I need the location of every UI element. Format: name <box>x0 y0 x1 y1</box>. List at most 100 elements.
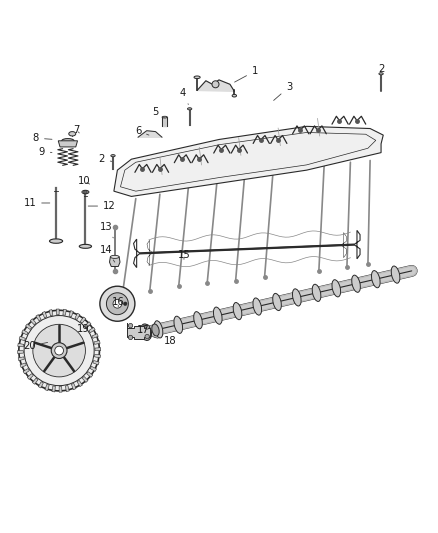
Polygon shape <box>52 386 55 392</box>
Ellipse shape <box>194 76 200 78</box>
Ellipse shape <box>49 239 63 243</box>
Ellipse shape <box>62 139 74 143</box>
Circle shape <box>55 346 64 355</box>
Ellipse shape <box>391 266 400 283</box>
Text: 3: 3 <box>274 82 292 100</box>
Circle shape <box>33 324 85 377</box>
Ellipse shape <box>233 303 242 320</box>
Polygon shape <box>90 366 96 372</box>
Ellipse shape <box>379 72 383 75</box>
Text: 4: 4 <box>180 88 188 104</box>
Circle shape <box>106 293 128 314</box>
Ellipse shape <box>312 284 321 302</box>
Polygon shape <box>197 80 234 91</box>
Ellipse shape <box>352 275 360 292</box>
Circle shape <box>145 334 149 339</box>
Polygon shape <box>75 313 80 319</box>
Ellipse shape <box>140 324 152 341</box>
Polygon shape <box>95 348 101 351</box>
Polygon shape <box>18 357 24 361</box>
Polygon shape <box>95 354 100 358</box>
Circle shape <box>128 324 133 328</box>
Polygon shape <box>19 336 25 341</box>
Polygon shape <box>87 372 93 377</box>
Polygon shape <box>80 317 86 323</box>
Polygon shape <box>23 368 29 374</box>
Circle shape <box>124 302 127 305</box>
Ellipse shape <box>79 245 92 248</box>
Text: 14: 14 <box>100 245 115 262</box>
Polygon shape <box>45 384 49 391</box>
Text: 6: 6 <box>135 126 149 136</box>
Text: 12: 12 <box>88 201 116 211</box>
Ellipse shape <box>162 116 167 118</box>
Ellipse shape <box>371 271 380 288</box>
Text: 2: 2 <box>378 64 384 78</box>
Polygon shape <box>30 319 36 325</box>
Text: 16: 16 <box>112 297 125 308</box>
Polygon shape <box>38 382 43 388</box>
Ellipse shape <box>154 321 163 338</box>
Text: 15: 15 <box>177 249 191 260</box>
Polygon shape <box>36 314 41 321</box>
Polygon shape <box>93 360 99 365</box>
Polygon shape <box>22 330 28 335</box>
Polygon shape <box>32 378 38 384</box>
Ellipse shape <box>273 293 281 311</box>
Polygon shape <box>127 324 150 339</box>
Circle shape <box>100 286 135 321</box>
Ellipse shape <box>213 307 222 324</box>
Ellipse shape <box>69 132 76 136</box>
Polygon shape <box>110 257 120 266</box>
Text: 10: 10 <box>78 176 91 186</box>
Polygon shape <box>85 322 91 327</box>
Polygon shape <box>94 341 100 344</box>
Polygon shape <box>42 311 47 318</box>
Text: 11: 11 <box>23 198 50 208</box>
Polygon shape <box>92 334 98 338</box>
Text: 13: 13 <box>100 222 113 238</box>
Text: 1: 1 <box>235 66 258 82</box>
Circle shape <box>51 343 67 359</box>
Ellipse shape <box>82 190 89 194</box>
Polygon shape <box>25 324 32 329</box>
Polygon shape <box>20 363 26 368</box>
Polygon shape <box>138 131 162 138</box>
Polygon shape <box>58 141 78 147</box>
Ellipse shape <box>194 312 202 329</box>
Polygon shape <box>77 381 82 386</box>
Polygon shape <box>69 311 73 317</box>
Polygon shape <box>18 343 24 347</box>
Polygon shape <box>59 386 62 392</box>
Ellipse shape <box>253 298 261 315</box>
Circle shape <box>84 190 87 194</box>
Ellipse shape <box>187 108 192 110</box>
Circle shape <box>145 325 149 329</box>
Polygon shape <box>27 374 33 379</box>
Text: 5: 5 <box>152 107 164 118</box>
Text: 19: 19 <box>77 324 90 334</box>
Polygon shape <box>18 351 23 353</box>
Circle shape <box>19 310 99 391</box>
Polygon shape <box>114 126 383 197</box>
Ellipse shape <box>293 289 301 306</box>
Text: 9: 9 <box>39 147 52 157</box>
Text: 8: 8 <box>33 133 52 143</box>
Polygon shape <box>89 327 95 333</box>
Polygon shape <box>71 383 76 390</box>
Polygon shape <box>49 310 53 316</box>
Ellipse shape <box>110 255 119 259</box>
Polygon shape <box>63 309 66 315</box>
Circle shape <box>113 300 122 308</box>
Circle shape <box>212 81 219 88</box>
Text: 2: 2 <box>99 154 112 164</box>
Circle shape <box>128 335 133 340</box>
Ellipse shape <box>332 280 341 297</box>
Polygon shape <box>82 376 88 383</box>
Polygon shape <box>65 385 69 392</box>
Text: 7: 7 <box>74 125 80 135</box>
Text: 20: 20 <box>24 341 48 351</box>
Ellipse shape <box>174 316 183 333</box>
Polygon shape <box>56 309 59 315</box>
Ellipse shape <box>111 155 115 157</box>
